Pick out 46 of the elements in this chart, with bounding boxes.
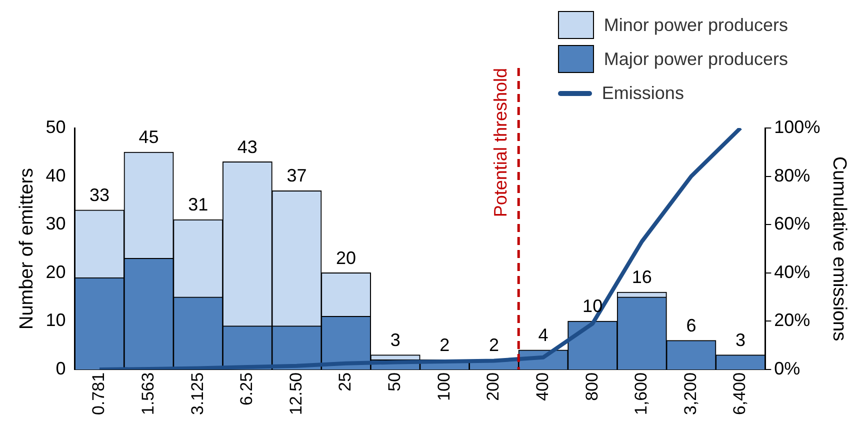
total-label: 2: [440, 334, 450, 355]
total-label: 6: [686, 315, 696, 336]
x-tick-label: 6.25: [237, 372, 256, 406]
y2-tick-label: 60%: [774, 214, 810, 234]
total-label: 2: [488, 334, 499, 355]
x-tick-label: 6,400: [730, 372, 750, 416]
legend-label: Major power producers: [604, 48, 788, 70]
x-tick-label: 25: [336, 372, 355, 392]
y-tick-label: 40: [46, 165, 66, 186]
y2-tick-label: 100%: [774, 116, 820, 137]
y-tick-label: 10: [46, 310, 66, 330]
total-label: 10: [582, 296, 603, 316]
y2-tick-label: 80%: [774, 165, 810, 186]
total-label: 3: [736, 330, 746, 350]
y2-tick-label: 40%: [774, 262, 810, 282]
x-tick-label: 12.50: [286, 372, 306, 416]
x-tick-label: 200: [484, 372, 503, 401]
x-tick-label: 800: [582, 372, 602, 401]
x-tick-label: 100: [434, 372, 454, 401]
legend-label: Emissions: [602, 82, 684, 104]
ref-line-label: Potential threshold: [490, 68, 511, 218]
total-label: 45: [138, 127, 159, 148]
x-tick-label: 50: [385, 372, 404, 392]
x-tick-label: 3,200: [680, 372, 700, 416]
total-label: 3: [390, 330, 400, 350]
total-label: 37: [286, 166, 307, 186]
total-label: 20: [336, 248, 356, 268]
x-tick-label: 1,600: [632, 372, 651, 416]
y-tick-label: 0: [56, 358, 66, 378]
total-label: 43: [237, 136, 258, 157]
y2-tick-label: 0%: [774, 358, 800, 378]
x-tick-label: 400: [532, 372, 552, 401]
y-tick-label: 20: [46, 262, 66, 282]
y-tick-label: 30: [46, 214, 66, 234]
legend-label: Minor power producers: [604, 14, 788, 36]
total-label: 4: [538, 325, 548, 346]
y-axis-title: Number of emitters: [16, 168, 38, 330]
x-tick-label: 1.563: [138, 372, 158, 416]
total-label: 16: [632, 267, 652, 288]
total-label: 33: [89, 185, 110, 206]
x-tick-label: 3.125: [188, 372, 207, 416]
x-tick-label: 0.781: [89, 372, 108, 416]
y2-tick-label: 20%: [774, 310, 810, 330]
y2-axis-title: Cumulative emissions: [828, 156, 850, 342]
y-tick-label: 50: [46, 116, 66, 137]
total-label: 31: [188, 194, 208, 215]
